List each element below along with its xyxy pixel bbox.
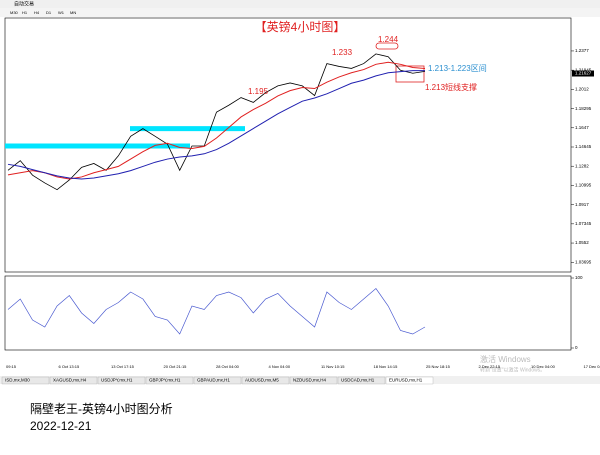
x-tick-label: 20 Oct 21:15 — [164, 364, 188, 369]
tab-label[interactable]: GBPAUD,mx,H1 — [197, 378, 230, 383]
timeframe-button[interactable]: M30 — [10, 10, 19, 15]
x-tick-label: 13 Oct 17:15 — [111, 364, 135, 369]
tab-label[interactable]: AUDUSD,mx,M5 — [245, 378, 279, 383]
tab-label[interactable]: EURUSD,mx,H1 — [389, 378, 423, 383]
x-tick-label: 18 Nov 14:15 — [374, 364, 399, 369]
y-tick-label: 1.03695 — [575, 259, 592, 264]
support-zone — [5, 143, 190, 149]
oscillator-panel — [4, 275, 572, 351]
support-zone — [130, 126, 245, 132]
tab-label[interactable]: USDJPY,mx,H1 — [101, 378, 133, 383]
chart-title: 【英镑4小时图】 — [255, 19, 346, 34]
watermark: 转到"设置"以激活 Windows。 — [480, 366, 545, 373]
tab[interactable] — [385, 376, 434, 385]
y-tick-label: 1.2012 — [575, 87, 589, 92]
annotation: 1.244 — [378, 35, 399, 44]
current-price-label: 1.21627 — [575, 71, 592, 76]
y-tick-label: 1.14645 — [575, 144, 592, 149]
highlight-box — [395, 65, 425, 83]
toolbar — [0, 0, 600, 8]
tab-label[interactable]: XAGUSD,mx,H4 — [53, 378, 87, 383]
timeframe-button[interactable]: H1 — [22, 10, 28, 15]
x-tick-label: 6 Oct 13:15 — [59, 364, 80, 369]
tab-label[interactable]: ISD,mx,M30 — [5, 378, 30, 383]
y-tick-label: 1.10995 — [575, 183, 592, 188]
y-tick-label: 1.0917 — [575, 202, 589, 207]
x-tick-label: 25 Nov 18:15 — [426, 364, 451, 369]
x-tick-label: 28 Oct 04:00 — [216, 364, 240, 369]
autotrade-button[interactable]: 自动交易 — [14, 0, 34, 7]
tab[interactable] — [97, 376, 146, 385]
tab[interactable] — [49, 376, 98, 385]
moving-average — [7, 70, 425, 180]
x-tick-label: 17 Dec 04:00 — [584, 364, 600, 369]
annotation: 1.195 — [248, 87, 269, 96]
annotation: 1.233 — [332, 48, 353, 57]
osc-tick-label: 0 — [575, 345, 578, 350]
tab[interactable] — [1, 376, 50, 385]
x-tick-label: 4 Nov 04:00 — [269, 364, 291, 369]
highlight-box — [375, 42, 399, 50]
caption: 隔壁老王-英镑4小时图分析 — [30, 401, 173, 416]
price-line — [7, 53, 426, 191]
x-tick-label: 10 Dec 04:00 — [531, 364, 556, 369]
moving-average — [7, 61, 426, 180]
x-tick-label: 09:15 — [6, 364, 17, 369]
y-tick-label: 1.1282 — [575, 163, 589, 168]
y-tick-label: 1.1647 — [575, 125, 589, 130]
y-tick-label: 1.07345 — [575, 221, 592, 226]
tab-label[interactable]: GBPJPY,mx,H1 — [149, 378, 181, 383]
watermark: 激活 Windows — [480, 354, 531, 364]
current-price-box — [572, 70, 594, 77]
timeframe-button[interactable]: MN — [70, 10, 76, 15]
tab[interactable] — [193, 376, 242, 385]
annotation: 1.213-1.223区间 — [428, 64, 487, 73]
x-tick-label: 11 Nov 10:15 — [321, 364, 345, 369]
timeframe-button[interactable]: D1 — [46, 10, 52, 15]
timeframe-button[interactable]: W1 — [58, 10, 65, 15]
y-tick-label: 1.18295 — [575, 106, 592, 111]
oscillator-line — [7, 287, 426, 335]
osc-tick-label: 100 — [575, 275, 583, 280]
tab[interactable] — [337, 376, 386, 385]
y-tick-label: 1.2377 — [575, 48, 589, 53]
tab-label[interactable]: USDCAD,mx,H1 — [341, 378, 375, 383]
tab[interactable] — [289, 376, 338, 385]
x-tick-label: 2 Dec 22:15 — [479, 364, 501, 369]
caption: 2022-12-21 — [30, 419, 92, 433]
tab-label[interactable]: NZDUSD,mx,H4 — [293, 378, 326, 383]
timeframe-button[interactable]: H4 — [34, 10, 40, 15]
y-tick-label: 1.0552 — [575, 240, 589, 245]
annotation: 1.213短线支撑 — [425, 82, 477, 92]
timeframe-bar — [0, 8, 600, 17]
y-tick-label: 1.21945 — [575, 67, 592, 72]
tab[interactable] — [241, 376, 290, 385]
tab[interactable] — [145, 376, 194, 385]
